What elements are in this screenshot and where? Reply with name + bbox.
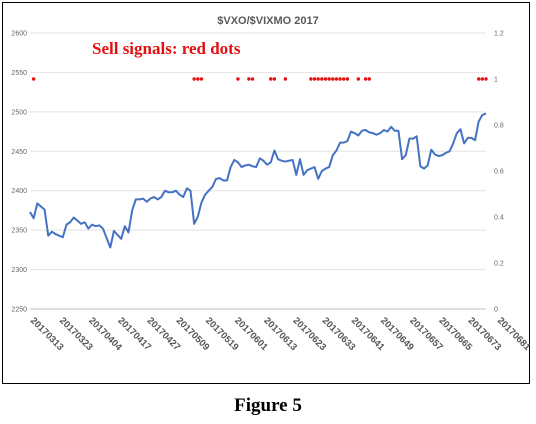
sell-signal-dot: [477, 77, 481, 81]
y-right-tick-label: 0.6: [494, 169, 504, 176]
sell-signal-dot: [31, 77, 36, 81]
sell-signal-dot: [331, 77, 335, 81]
gridlines: [30, 32, 486, 310]
chart-title: $VXO/$VIXMO 2017: [217, 15, 319, 27]
sell-signal-dot: [247, 77, 251, 81]
sell-signal-dot: [236, 77, 240, 81]
sell-signal-dot: [345, 77, 350, 81]
y-right-tick-label: 1: [494, 77, 498, 84]
series-line: [29, 112, 487, 249]
sell-signal-dot: [484, 77, 488, 81]
y-right-tick-label: 0: [494, 307, 498, 314]
y-left-tick-label: 2550: [11, 70, 27, 77]
figure-caption: Figure 5: [234, 395, 302, 416]
sell-signal-dot: [356, 77, 361, 81]
sell-signal-dot: [192, 77, 196, 81]
chart-frame: [2, 2, 530, 384]
sell-signal-annotation: Sell signals: red dots: [92, 39, 241, 58]
sell-signal-dot: [480, 77, 485, 81]
y-right-tick-label: 0.2: [494, 261, 504, 268]
y-left-tick-label: 2450: [11, 149, 27, 156]
sell-signal-dot: [199, 77, 204, 81]
y-right-tick-label: 0.8: [494, 123, 504, 130]
sell-signal-dot: [367, 77, 371, 81]
y-right-tick-label: 1.2: [494, 31, 504, 38]
sell-signal-dot: [323, 77, 328, 81]
sell-signal-dot: [250, 77, 255, 81]
sell-signal-dot: [320, 77, 324, 81]
y-left-tick-label: 2500: [11, 109, 27, 116]
x-axis-tick-labels: 2017031320170323201704042017041720170427…: [28, 315, 533, 353]
sell-signal-dot: [327, 77, 331, 81]
right-axis-tick-labels: 0 0.2 0.4 0.6 0.8 1 1.2: [494, 31, 504, 314]
sell-signal-dot: [334, 77, 339, 81]
sell-signal-dot: [316, 77, 320, 81]
y-left-tick-label: 2600: [11, 31, 27, 38]
sell-signal-dot: [312, 77, 317, 81]
series-layer: [29, 77, 488, 249]
sell-signal-dot: [363, 77, 368, 81]
y-left-tick-label: 2350: [11, 228, 27, 235]
y-left-tick-label: 2250: [11, 307, 27, 314]
y-left-tick-label: 2300: [11, 267, 27, 274]
sell-signal-dot: [272, 77, 277, 81]
sell-signal-dot: [309, 77, 313, 81]
sell-signal-dot: [338, 77, 342, 81]
y-left-tick-label: 2400: [11, 188, 27, 195]
sell-signal-dot: [196, 77, 200, 81]
left-axis-tick-labels: 2250 2300 2350 2400 2450 2500 2550 2600: [11, 31, 27, 314]
sell-signal-dot: [283, 77, 288, 81]
y-right-tick-label: 0.4: [494, 215, 504, 222]
sell-signal-dot: [342, 77, 346, 81]
sell-signal-dot: [269, 77, 273, 81]
